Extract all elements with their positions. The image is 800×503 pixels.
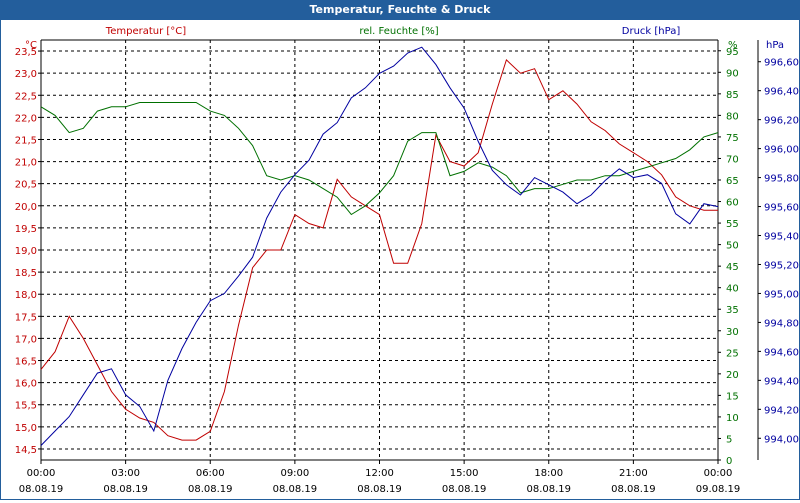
x-tick-date: 08.08.19 [526,484,571,495]
left-tick-label: 18,5 [15,268,37,279]
middle-axis-ticks: 0 5 10 15 20 25 30 35 40 45 50 55 60 65 70 75 80 85 90 95 [718,47,739,467]
left-tick-label: 20,5 [15,180,37,191]
x-tick-date: 08.08.19 [19,484,64,495]
legend-pressure: Druck [hPa] [622,26,681,37]
middle-tick-label: 15 [726,391,739,402]
left-tick-label: 20,0 [15,202,37,213]
left-axis-unit: °C [25,40,37,51]
left-tick-label: 18,0 [15,290,37,301]
middle-tick-label: 80 [726,111,739,122]
legend: Temperatur [°C] rel. Feuchte [%] Druck [… [105,26,681,37]
right-tick-label: 996,00 [764,145,799,156]
series-line-humidity [40,102,719,216]
chart-title: Temperatur, Feuchte & Druck [309,3,491,16]
x-tick-time: 12:00 [365,468,394,479]
grid [41,40,718,460]
middle-tick-label: 60 [726,198,739,209]
middle-tick-label: 50 [726,241,739,252]
middle-tick-label: 40 [726,284,739,295]
legend-humidity: rel. Feuchte [%] [359,26,438,37]
x-tick-time: 15:00 [450,468,479,479]
x-tick-date: 08.08.19 [273,484,318,495]
right-tick-label: 994,40 [764,376,799,387]
middle-tick-label: 85 [726,90,739,101]
middle-tick-label: 75 [726,133,739,144]
middle-tick-label: 95 [726,47,739,58]
middle-tick-label: 65 [726,176,739,187]
left-tick-label: 21,5 [15,135,37,146]
right-axis-ticks: 994,00 994,20 994,40 994,60 994,80 995,00 995,… [758,58,799,445]
right-tick-label: 995,80 [764,174,799,185]
left-tick-label: 16,5 [15,357,37,368]
left-tick-label: 17,0 [15,334,37,345]
x-tick-time: 06:00 [196,468,225,479]
left-tick-label: 23,5 [15,47,37,58]
left-axis-ticks: 14,5 15,0 15,5 16,0 16,5 17,0 17,5 18,0 18,5 19,0… [15,47,41,456]
left-tick-label: 15,5 [15,401,37,412]
middle-tick-label: 25 [726,348,739,359]
series-lines [40,46,719,446]
left-tick-label: 21,0 [15,158,37,169]
right-tick-label: 996,60 [764,58,799,69]
left-tick-label: 23,0 [15,69,37,80]
right-tick-label: 994,20 [764,405,799,416]
left-tick-label: 16,0 [15,379,37,390]
x-tick-date: 08.08.19 [611,484,656,495]
left-tick-label: 19,5 [15,224,37,235]
middle-axis-unit: % [728,40,738,51]
right-tick-label: 995,20 [764,260,799,271]
x-tick-time: 18:00 [534,468,563,479]
middle-tick-label: 70 [726,154,739,165]
middle-tick-label: 0 [726,456,732,467]
middle-tick-label: 55 [726,219,739,230]
right-tick-label: 995,60 [764,203,799,214]
middle-tick-label: 90 [726,68,739,79]
right-tick-label: 995,40 [764,232,799,243]
x-tick-date: 08.08.19 [188,484,233,495]
middle-tick-label: 10 [726,413,739,424]
right-axis-unit: hPa [766,40,784,51]
x-tick-time: 21:00 [619,468,648,479]
right-tick-label: 995,00 [764,289,799,300]
right-tick-label: 996,20 [764,116,799,127]
right-tick-label: 996,40 [764,87,799,98]
x-axis-ticks: 00:00 08.08.19 03:00 08.08.19 06:00 08.08.19 0… [19,460,741,495]
x-tick-date: 08.08.19 [442,484,487,495]
middle-tick-label: 35 [726,305,739,316]
left-tick-label: 22,0 [15,113,37,124]
middle-tick-label: 45 [726,262,739,273]
x-tick-date: 08.08.19 [103,484,148,495]
x-tick-date: 08.08.19 [357,484,402,495]
x-tick-time: 00:00 [27,468,56,479]
middle-tick-label: 20 [726,370,739,381]
right-tick-label: 994,80 [764,318,799,329]
left-tick-label: 22,5 [15,91,37,102]
right-tick-label: 994,00 [764,434,799,445]
left-tick-label: 19,0 [15,246,37,257]
x-tick-date: 09.08.19 [696,484,741,495]
series-line-pressure [40,46,719,446]
chart-area: Temperatur [°C] rel. Feuchte [%] Druck [… [0,20,800,500]
x-tick-time: 03:00 [111,468,140,479]
chart-svg: Temperatur [°C] rel. Feuchte [%] Druck [… [15,26,799,495]
left-tick-label: 15,0 [15,423,37,434]
left-tick-label: 17,5 [15,312,37,323]
middle-tick-label: 5 [726,434,732,445]
middle-tick-label: 30 [726,327,739,338]
x-tick-time: 00:00 [704,468,733,479]
title-bar: Temperatur, Feuchte & Druck [0,0,800,20]
series-line-temperature [40,58,718,441]
right-tick-label: 994,60 [764,347,799,358]
left-tick-label: 14,5 [15,445,37,456]
x-tick-time: 09:00 [280,468,309,479]
legend-temperature: Temperatur [°C] [105,26,186,37]
